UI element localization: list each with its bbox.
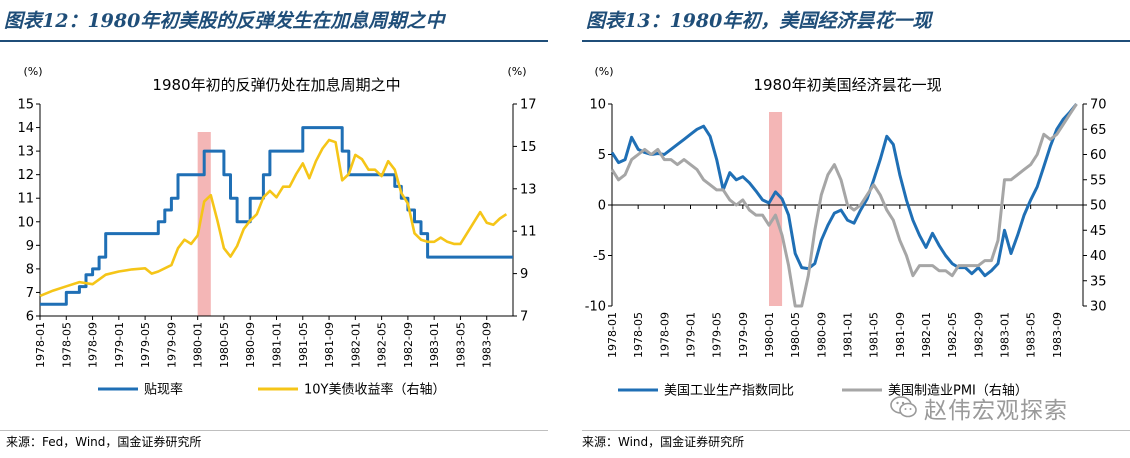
y-unit-right: (%) [507, 65, 526, 78]
y-tick-label-left: 15 [17, 98, 34, 113]
series-line-1 [40, 126, 513, 306]
wechat-icon [890, 396, 917, 418]
y-tick-label-left: 9 [26, 239, 34, 254]
y-tick-label-right: 7 [520, 310, 528, 325]
figure-header-right: 图表13：1980年初，美国经济昙花一现 [582, 0, 1130, 42]
chart-right: 1980年初美国经济昙花一现 -10 -5 0 5 10 (%) 30 35 40 45 50 55 60… [585, 65, 1107, 399]
watermark: 赵伟宏观探索 [890, 389, 1115, 425]
x-tick-label: 1982-09 [972, 312, 985, 358]
y-tick-label-left: 10 [17, 215, 34, 230]
y-tick-label-right: 70 [1090, 98, 1107, 113]
x-tick-label: 1983-01 [999, 312, 1012, 358]
figure-title-left: 图表12：1980年初美股的反弹发生在加息周期之中 [4, 10, 445, 32]
y-tick-label-left: -10 [585, 300, 606, 315]
y-tick-label-right: 65 [1090, 123, 1107, 138]
x-tick-label: 1982-05 [376, 322, 389, 368]
x-tick-label: 1983-09 [1051, 312, 1064, 358]
x-tick-label: 1981-05 [297, 322, 310, 368]
x-tick-label: 1979-01 [685, 312, 698, 358]
y-tick-label-left: 8 [26, 262, 34, 277]
x-tick-label: 1983-05 [454, 322, 467, 368]
y-tick-label-right: 40 [1090, 249, 1107, 264]
y-tick-label-right: 9 [520, 267, 528, 282]
x-tick-label: 1982-09 [402, 322, 415, 368]
x-tick-label: 1979-09 [737, 312, 750, 358]
source-divider-right [582, 430, 1130, 431]
y-tick-label-left: 10 [589, 98, 606, 113]
y-tick-label-left: 13 [17, 145, 34, 160]
y-tick-label-right: 13 [520, 182, 537, 197]
x-tick-label: 1980-05 [789, 312, 802, 358]
x-tick-label: 1980-09 [815, 312, 828, 358]
x-tick-label: 1982-01 [920, 312, 933, 358]
y-tick-label-right: 11 [520, 225, 537, 240]
series-line-2 [39, 138, 508, 298]
x-tick-label: 1983-09 [481, 322, 494, 368]
x-tick-label: 1981-01 [842, 312, 855, 358]
source-note-right: 来源：Wind，国金证券研究所 [582, 435, 745, 449]
figure-header-left: 图表12：1980年初美股的反弹发生在加息周期之中 [0, 0, 548, 42]
x-tick-label: 1978-05 [632, 312, 645, 358]
chart-title: 1980年初美国经济昙花一现 [753, 76, 941, 94]
y-tick-label-right: 50 [1090, 199, 1107, 214]
y-tick-label-left: 14 [17, 121, 34, 136]
x-tick-label: 1982-01 [349, 322, 362, 368]
x-tick-label: 1983-05 [1025, 312, 1038, 358]
highlight-band [197, 132, 211, 316]
x-tick-label: 1979-01 [113, 322, 126, 368]
x-tick-label: 1978-09 [87, 322, 100, 368]
x-tick-label: 1980-09 [244, 322, 257, 368]
x-tick-label: 1978-01 [606, 312, 619, 358]
y-tick-label-right: 60 [1090, 148, 1107, 163]
y-tick-label-right: 15 [520, 140, 537, 155]
y-tick-label-right: 30 [1090, 300, 1107, 315]
x-tick-label: 1979-05 [139, 322, 152, 368]
source-note-left: 来源：Fed，Wind，国金证券研究所 [6, 435, 202, 449]
legend-label-1: 美国工业生产指数同比 [664, 384, 794, 399]
x-tick-label: 1981-09 [323, 322, 336, 368]
legend-label-2: 美国制造业PMI（右轴） [888, 384, 1028, 399]
x-tick-label: 1983-01 [428, 322, 441, 368]
x-tick-label: 1978-05 [60, 322, 73, 368]
y-tick-label-left: 5 [598, 148, 606, 163]
legend-label-2: 10Y美债收益率（右轴） [304, 382, 445, 398]
x-tick-label: 1979-09 [165, 322, 178, 368]
y-tick-label-right: 17 [520, 98, 537, 113]
x-tick-label: 1978-09 [658, 312, 671, 358]
y-unit-left: (%) [594, 65, 613, 78]
x-tick-label: 1979-05 [711, 312, 724, 358]
x-tick-label: 1980-05 [218, 322, 231, 368]
series-line-1 [610, 103, 1078, 278]
y-tick-label-left: 12 [17, 168, 34, 183]
x-tick-label: 1980-01 [763, 312, 776, 358]
x-tick-label: 1981-01 [271, 322, 284, 368]
highlight-band [769, 112, 783, 306]
watermark-text: 赵伟宏观探索 [924, 398, 1068, 424]
x-tick-label: 1981-05 [868, 312, 881, 358]
y-tick-label-right: 35 [1090, 274, 1107, 289]
chart-left: 1980年初的反弹仍处在加息周期之中 6 7 8 9 10 11 12 13 14 15 (%) 7 9 1… [17, 65, 537, 398]
y-tick-label-left: 7 [26, 286, 34, 301]
x-tick-label: 1981-09 [894, 312, 907, 358]
chart-title: 1980年初的反弹仍处在加息周期之中 [152, 76, 400, 94]
figure-title-right: 图表13：1980年初，美国经济昙花一现 [586, 10, 932, 32]
source-divider-left [0, 430, 548, 431]
y-tick-label-left: -5 [593, 249, 606, 264]
y-tick-label-right: 55 [1090, 173, 1107, 188]
x-tick-label: 1980-01 [192, 322, 205, 368]
y-unit-left: (%) [23, 65, 42, 78]
y-tick-label-right: 45 [1090, 224, 1107, 239]
y-tick-label-left: 11 [17, 192, 34, 207]
series-line-2 [610, 103, 1078, 308]
y-tick-label-left: 6 [26, 310, 34, 325]
legend-label-1: 贴现率 [144, 382, 183, 398]
x-tick-label: 1982-05 [946, 312, 959, 358]
y-tick-label-left: 0 [598, 199, 606, 214]
x-tick-label: 1978-01 [34, 322, 47, 368]
